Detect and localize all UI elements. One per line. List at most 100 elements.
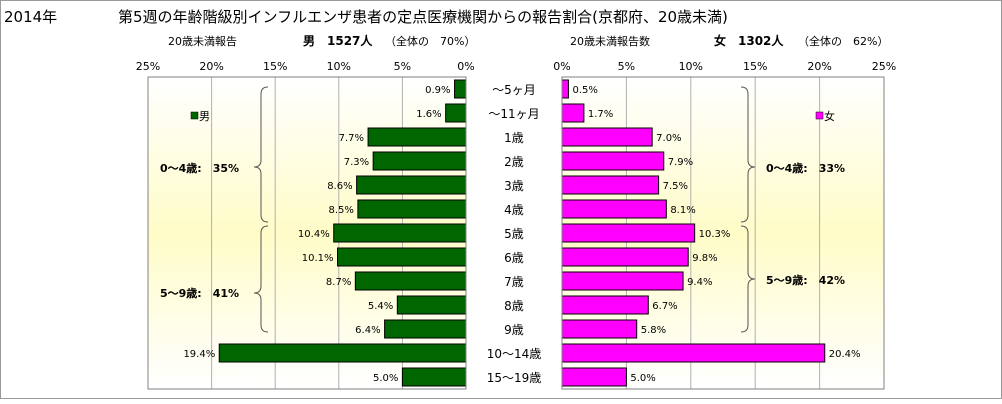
female-value-label: 1.7% [588,109,613,120]
male-legend-swatch [190,111,199,120]
female-plot-border [561,76,885,390]
male-header-prefix: 20歳未満報告 [168,35,237,48]
male-x-tick-label: 5% [394,60,411,73]
category-label: 15～19歳 [487,371,542,385]
category-label: ～11ヶ月 [488,107,539,121]
male-legend-label: 男 [199,110,210,123]
male-value-label: 7.7% [339,133,364,144]
male-brace-5-9 [253,225,269,333]
female-x-tick-label: 20% [807,60,831,73]
male-header-suffix: （全体の 70%） [385,34,475,48]
female-value-label: 10.3% [699,229,731,240]
female-value-label: 9.4% [687,277,712,288]
male-group-5-9-label: 5～9歳: 41% [160,286,239,300]
category-label: 9歳 [504,323,524,337]
female-value-label: 5.8% [641,325,666,336]
male-value-label: 1.6% [416,109,441,120]
male-value-label: 5.0% [373,373,398,384]
value-labels: 0.9% 0.5% 1.6% 1.7% 7.7% 7.0% 7.3% 7.9% 8.6% 7.5%… [183,85,860,384]
female-value-label: 0.5% [572,85,597,96]
female-x-tick-label: 5% [618,60,635,73]
female-header-prefix: 20歳未満報告数 [570,35,650,48]
female-value-label: 6.7% [652,301,677,312]
female-bar [561,271,684,291]
male-bar [356,175,467,195]
category-label: 5歳 [504,227,524,241]
male-value-label: 6.4% [355,325,380,336]
category-label: 6歳 [504,251,524,265]
category-label: 3歳 [504,179,524,193]
female-bar [561,295,649,315]
female-bar [561,199,667,219]
female-x-tick-label: 15% [743,60,767,73]
female-brace-0-4 [740,86,756,223]
female-bar [561,127,653,147]
female-x-tick-label: 25% [872,60,896,73]
male-bar [401,367,467,387]
male-bar [333,223,467,243]
axis-ticks: 25% 20% 15% 10% 5% 0% 0% 5% 10% 15% 20% 25% [136,60,896,73]
female-value-label: 7.0% [656,133,681,144]
female-legend-label: 女 [824,109,835,123]
female-value-label: 9.8% [692,253,717,264]
male-x-tick-label: 15% [263,60,287,73]
female-value-label: 7.9% [668,157,693,168]
male-bar [396,295,467,315]
female-bar [561,319,638,339]
female-value-label: 8.1% [670,205,695,216]
female-bar [561,79,569,99]
male-value-label: 0.9% [425,85,450,96]
male-plot-border [147,76,467,390]
male-value-label: 8.5% [328,205,353,216]
female-group-0-4-label: 0～4歳: 33% [766,161,845,175]
male-value-label: 7.3% [344,157,369,168]
male-bar [367,127,467,147]
female-bar [561,103,585,123]
female-bar [561,223,696,243]
male-value-label: 5.4% [368,301,393,312]
female-brace-5-9 [740,225,756,333]
male-bar [337,247,467,267]
male-value-label: 8.6% [327,181,352,192]
male-value-label: 19.4% [183,349,215,360]
female-bar [561,151,665,171]
male-header-main: 男 1527人 [303,33,373,48]
category-label: 4歳 [504,203,524,217]
male-brace-0-4 [253,86,269,223]
male-value-label: 8.7% [326,277,351,288]
male-bar [454,79,467,99]
male-x-tick-label: 25% [136,60,160,73]
male-bar [354,271,467,291]
female-header-main: 女 1302人 [714,33,784,48]
female-value-label: 20.4% [829,349,861,360]
category-label: 10～14歳 [487,347,542,361]
female-x-tick-label: 10% [679,60,703,73]
female-bar [561,247,689,267]
male-bar [218,343,467,363]
year-label: 2014年 [4,8,57,26]
female-bar [561,175,660,195]
male-value-label: 10.1% [302,253,334,264]
male-group-0-4-label: 0～4歳: 35% [160,161,239,175]
female-value-label: 5.0% [630,373,655,384]
female-x-tick-label: 0% [553,60,570,73]
female-value-label: 7.5% [663,181,688,192]
male-bar [357,199,467,219]
female-group-5-9-label: 5～9歳: 42% [766,273,845,287]
category-label: 2歳 [504,155,524,169]
female-bar [561,367,627,387]
male-value-label: 10.4% [298,229,330,240]
female-header-suffix: （全体の 62%） [798,34,888,48]
chart-title: 第5週の年齢階級別インフルエンザ患者の定点医療機関からの報告割合(京都府、20歳… [118,8,728,26]
category-labels: ～5ヶ月 ～11ヶ月 1歳 2歳 3歳 4歳 5歳 6歳 7歳 8歳 9歳 10～14歳 15～19歳 [487,83,542,385]
category-label: ～5ヶ月 [492,83,536,97]
male-x-tick-label: 10% [327,60,351,73]
female-legend-swatch [815,111,824,120]
male-bar [445,103,467,123]
female-bar [561,343,826,363]
male-x-tick-label: 20% [199,60,223,73]
male-bar [384,319,467,339]
category-label: 7歳 [504,275,524,289]
